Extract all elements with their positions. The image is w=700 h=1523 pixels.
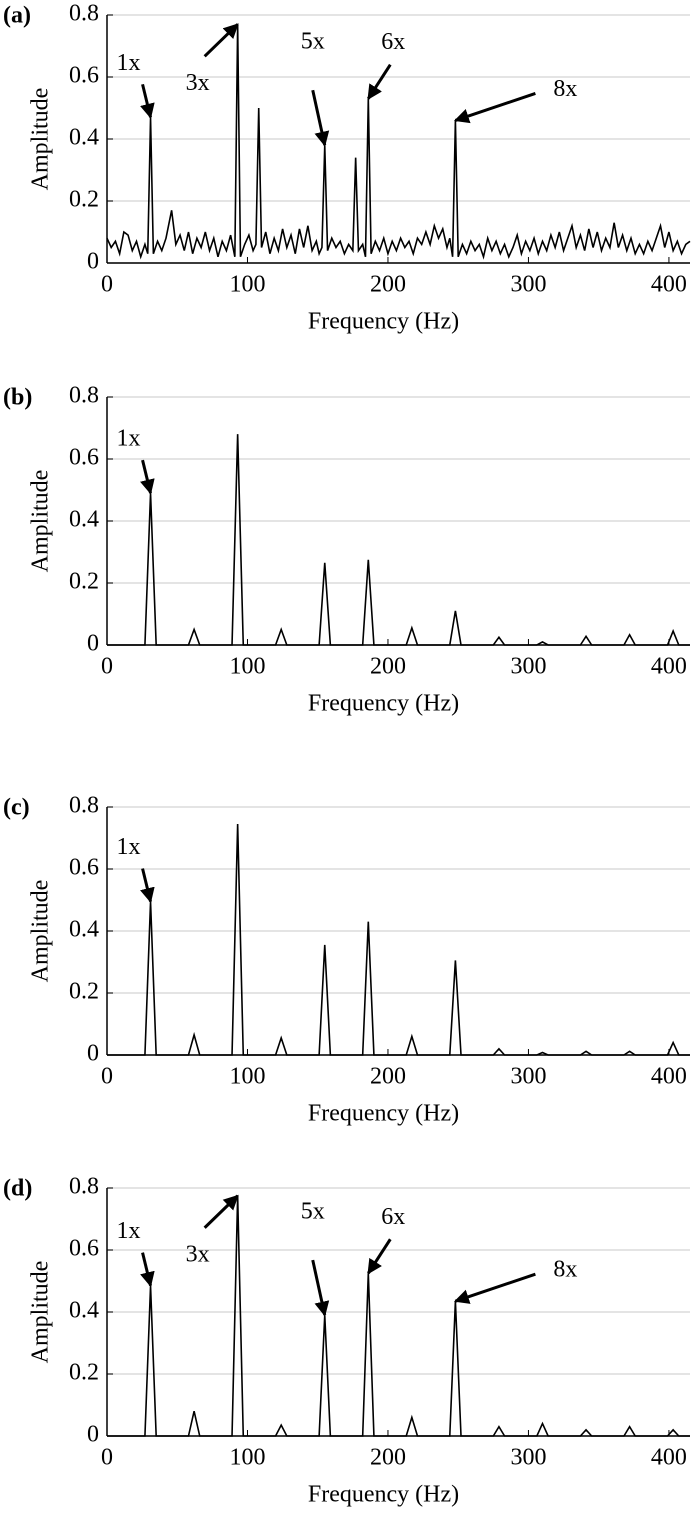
spectrum-line bbox=[107, 1195, 690, 1437]
x-tick-label: 300 bbox=[510, 654, 546, 680]
annotation-label: 5x bbox=[301, 29, 325, 55]
y-tick-label: 0.8 bbox=[69, 1, 99, 27]
panel-label: (d) bbox=[3, 1176, 32, 1202]
x-tick-label: 100 bbox=[229, 1064, 265, 1090]
y-axis-label: Amplitude bbox=[28, 880, 54, 983]
annotation-arrow bbox=[367, 1238, 392, 1275]
y-tick-label: 0.2 bbox=[69, 1360, 99, 1386]
panel-label: (c) bbox=[3, 795, 30, 821]
annotation-arrow bbox=[311, 1259, 330, 1317]
x-tick-label: 300 bbox=[510, 1064, 546, 1090]
y-tick-label: 0 bbox=[87, 249, 99, 275]
spectrum-line bbox=[107, 824, 690, 1056]
annotation-arrow bbox=[453, 91, 536, 124]
annotation-label: 5x bbox=[301, 1199, 325, 1225]
y-tick-label: 0.6 bbox=[69, 63, 99, 89]
x-tick-label: 0 bbox=[101, 1064, 113, 1090]
annotation-arrow bbox=[140, 868, 155, 904]
spectrum-line bbox=[106, 24, 691, 260]
x-tick-label: 400 bbox=[651, 654, 687, 680]
annotation-label: 3x bbox=[186, 1241, 210, 1267]
x-axis-label: Frequency (Hz) bbox=[308, 691, 459, 717]
annotation-label: 3x bbox=[186, 70, 210, 96]
x-tick-label: 200 bbox=[370, 1064, 406, 1090]
y-tick-label: 0 bbox=[87, 631, 99, 657]
annotation-arrow bbox=[140, 459, 155, 495]
x-tick-label: 400 bbox=[651, 272, 687, 298]
y-tick-label: 0.4 bbox=[69, 917, 99, 943]
y-tick-label: 0.4 bbox=[69, 507, 99, 533]
annotation-label: 8x bbox=[553, 1257, 577, 1283]
spectrum-line bbox=[107, 434, 690, 646]
panel-label: (b) bbox=[3, 385, 32, 411]
y-tick-label: 0.4 bbox=[69, 1298, 99, 1324]
y-tick-label: 0.4 bbox=[69, 125, 99, 151]
annotation-label: 1x bbox=[117, 1218, 141, 1244]
x-axis-label: Frequency (Hz) bbox=[308, 1101, 459, 1127]
annotation-arrow bbox=[311, 89, 330, 147]
annotation-arrow bbox=[203, 23, 239, 58]
y-axis-label: Amplitude bbox=[28, 88, 54, 191]
x-axis-label: Frequency (Hz) bbox=[308, 1482, 459, 1508]
annotation-arrow bbox=[203, 1194, 239, 1229]
x-tick-label: 300 bbox=[510, 1445, 546, 1471]
x-tick-label: 100 bbox=[229, 654, 265, 680]
x-tick-label: 400 bbox=[651, 1445, 687, 1471]
x-tick-label: 0 bbox=[101, 272, 113, 298]
x-tick-label: 0 bbox=[101, 654, 113, 680]
x-axis-label: Frequency (Hz) bbox=[308, 309, 459, 335]
y-axis-label: Amplitude bbox=[28, 470, 54, 573]
annotation-label: 8x bbox=[553, 76, 577, 102]
y-axis-label: Amplitude bbox=[28, 1261, 54, 1364]
y-tick-label: 0.6 bbox=[69, 855, 99, 881]
x-tick-label: 300 bbox=[510, 272, 546, 298]
y-tick-label: 0.2 bbox=[69, 187, 99, 213]
annotation-arrow bbox=[367, 63, 392, 100]
y-tick-label: 0.2 bbox=[69, 979, 99, 1005]
x-tick-label: 100 bbox=[229, 272, 265, 298]
y-tick-label: 0.6 bbox=[69, 445, 99, 471]
y-tick-label: 0 bbox=[87, 1422, 99, 1448]
annotation-arrow bbox=[140, 83, 155, 119]
x-tick-label: 0 bbox=[101, 1445, 113, 1471]
x-tick-label: 200 bbox=[370, 1445, 406, 1471]
y-tick-label: 0.6 bbox=[69, 1236, 99, 1262]
x-tick-label: 400 bbox=[651, 1064, 687, 1090]
annotation-label: 1x bbox=[117, 834, 141, 860]
y-tick-label: 0.8 bbox=[69, 793, 99, 819]
x-tick-label: 200 bbox=[370, 654, 406, 680]
y-tick-label: 0.8 bbox=[69, 1174, 99, 1200]
annotation-arrow bbox=[140, 1252, 155, 1288]
y-tick-label: 0.8 bbox=[69, 383, 99, 409]
annotation-label: 1x bbox=[117, 426, 141, 452]
x-tick-label: 100 bbox=[229, 1445, 265, 1471]
annotation-label: 6x bbox=[381, 1204, 405, 1230]
annotation-label: 1x bbox=[117, 50, 141, 76]
annotation-label: 6x bbox=[381, 29, 405, 55]
panel-label: (a) bbox=[3, 3, 31, 29]
annotation-arrow bbox=[453, 1272, 536, 1304]
x-tick-label: 200 bbox=[370, 272, 406, 298]
y-tick-label: 0 bbox=[87, 1041, 99, 1067]
y-tick-label: 0.2 bbox=[69, 569, 99, 595]
